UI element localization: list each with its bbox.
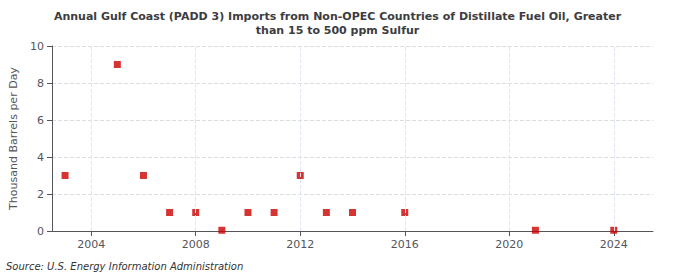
svg-text:2004: 2004 bbox=[77, 238, 105, 251]
svg-text:2012: 2012 bbox=[286, 238, 314, 251]
svg-text:10: 10 bbox=[30, 40, 44, 53]
svg-text:2016: 2016 bbox=[391, 238, 419, 251]
svg-text:Source: U.S. Energy Informatio: Source: U.S. Energy Information Administ… bbox=[6, 261, 243, 272]
svg-text:2: 2 bbox=[37, 188, 44, 201]
svg-text:6: 6 bbox=[37, 114, 44, 127]
svg-text:than 15 to 500 ppm Sulfur: than 15 to 500 ppm Sulfur bbox=[256, 24, 420, 37]
svg-text:Annual Gulf Coast (PADD 3) Imp: Annual Gulf Coast (PADD 3) Imports from … bbox=[54, 10, 622, 23]
svg-text:2020: 2020 bbox=[495, 238, 523, 251]
svg-text:2008: 2008 bbox=[182, 238, 210, 251]
svg-text:8: 8 bbox=[37, 77, 44, 90]
svg-text:0: 0 bbox=[37, 225, 44, 238]
svg-text:Thousand Barrels per Day: Thousand Barrels per Day bbox=[7, 67, 20, 211]
svg-text:4: 4 bbox=[37, 151, 44, 164]
svg-text:2024: 2024 bbox=[600, 238, 628, 251]
